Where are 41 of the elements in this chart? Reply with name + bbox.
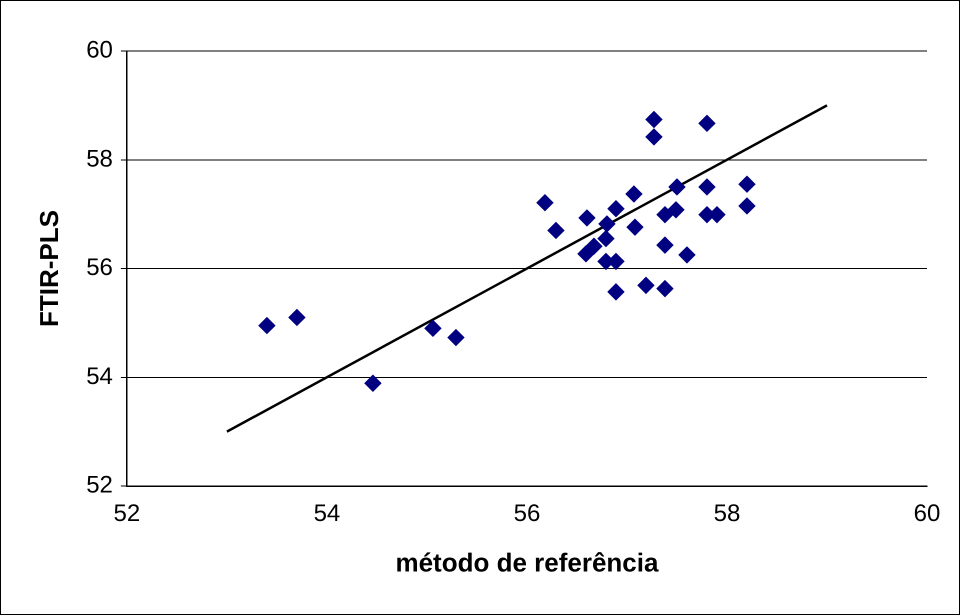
- point: [258, 317, 276, 334]
- point: [597, 230, 614, 248]
- y-tick-label: 58: [86, 145, 113, 172]
- point: [626, 218, 644, 236]
- point: [656, 280, 674, 298]
- point: [288, 308, 306, 326]
- point: [577, 245, 594, 262]
- y-tick-label: 52: [86, 472, 113, 499]
- point: [607, 200, 624, 218]
- point: [656, 236, 674, 254]
- y-tick-label: 54: [86, 362, 113, 390]
- point: [424, 320, 442, 337]
- x-axis-title: método de referência: [395, 548, 659, 578]
- point: [625, 186, 642, 203]
- point: [607, 283, 624, 300]
- point: [637, 276, 654, 294]
- point: [364, 374, 382, 392]
- x-tick-label: 58: [714, 500, 740, 528]
- point: [598, 215, 616, 232]
- point: [698, 178, 716, 196]
- point: [536, 194, 554, 212]
- point: [585, 238, 602, 255]
- point: [667, 201, 684, 218]
- point: [578, 209, 596, 226]
- y-axis-title: FTIR-PLS: [34, 210, 64, 327]
- x-tick-label: 54: [314, 500, 340, 528]
- x-tick-label: 56: [514, 500, 540, 528]
- point: [645, 111, 662, 128]
- point: [738, 197, 756, 214]
- y-tick-label: 56: [86, 254, 113, 282]
- x-tick-label: 60: [914, 500, 940, 528]
- point: [656, 206, 674, 224]
- point: [678, 246, 696, 264]
- point: [698, 114, 716, 132]
- point: [668, 178, 686, 196]
- y-tick-label: 60: [86, 36, 113, 64]
- point: [547, 222, 564, 239]
- x-tick-label: 52: [114, 500, 140, 528]
- point: [645, 128, 662, 146]
- point: [447, 329, 464, 346]
- point: [738, 176, 756, 193]
